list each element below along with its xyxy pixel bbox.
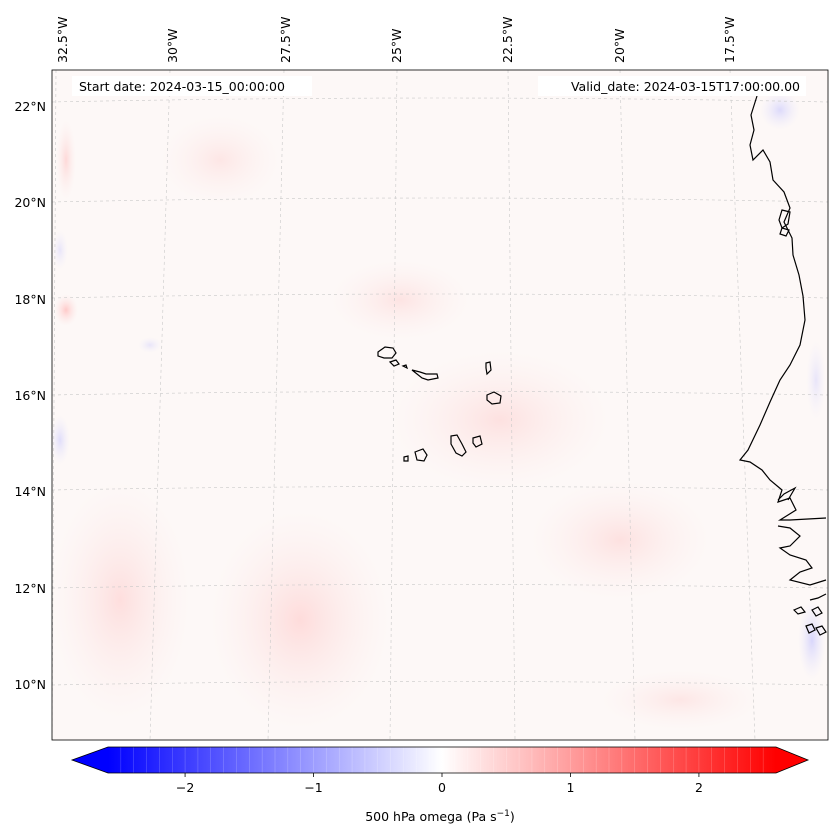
lat-label-22: 22°N [14,99,46,114]
gridline-lat-22 [52,97,828,103]
lon-label-30: 30°W [165,28,180,63]
longitude-labels: 32.5°W 30°W 27.5°W 25°W 22.5°W 20°W 17.5… [55,17,737,63]
island-maio [472,435,483,448]
gridline-lat-10 [52,681,828,686]
gridline-lat-12 [52,584,828,589]
island-fogo [414,448,428,462]
colorbar-gradient [108,747,776,773]
valid-date-box [538,76,806,96]
island-brava [403,455,409,462]
colorbar: −2 −1 0 1 2 500 hPa omega (Pa s−1) [70,746,810,824]
coastline-canary-edge [778,209,791,229]
island-santo-antao [377,346,397,359]
map-frame [51,69,829,741]
island-santa-luzia [401,364,409,370]
africa-coastline [738,95,827,636]
colorbar-title-sup: −1 [497,809,510,819]
colorbar-tick-label: 1 [566,780,574,795]
omega-field-patterns [52,90,826,730]
gridline-lon-30 [149,70,171,740]
coastline-bijagos-a [792,606,807,615]
gridline-lat-20 [52,197,828,203]
colorbar-tick-label: 0 [438,780,446,795]
map-gridlines [52,70,828,740]
lat-label-16: 16°N [14,388,46,403]
colorbar-title-main: 500 hPa omega (Pa s [365,809,496,824]
gridline-lon-20 [619,70,636,740]
gridline-lat-16 [52,391,828,396]
colorbar-tick-label: −1 [304,780,322,795]
lat-label-10: 10°N [14,677,46,692]
cape-verde-islands [377,346,502,462]
gridline-lon-25 [389,70,398,740]
lat-label-12: 12°N [14,581,46,596]
start-date-text: Start date: 2024-03-15_00:00:00 [79,79,285,94]
coastline-bijagos-d [815,625,827,636]
coastline-gambia-south [777,486,797,501]
lon-label-25: 25°W [389,28,404,63]
island-boa-vista [486,391,502,405]
island-santiago [450,434,467,457]
lon-label-32-5: 32.5°W [55,17,70,63]
latitude-labels: 22°N 20°N 18°N 16°N 14°N 12°N 10°N [14,99,46,692]
coastline-bijagos-b [811,606,823,617]
gridline-lon-17-5 [729,70,756,740]
island-sao-nicolau [411,369,439,381]
colorbar-max-extend [776,747,808,773]
gridline-lon-27-5 [267,70,285,740]
colorbar-outline [70,746,810,774]
valid-date-text: Valid_date: 2024-03-15T17:00:00.00 [571,79,800,94]
colorbar-min-extend [72,747,108,773]
lat-label-14: 14°N [14,484,46,499]
coastline-guinea-bissau [777,525,827,586]
lon-label-27-5: 27.5°W [278,17,293,63]
gridline-lon-22-5 [507,70,516,740]
coastline-bijagos-c [805,623,816,634]
colorbar-bands [120,747,764,773]
lon-label-20: 20°W [612,28,627,63]
coastline-nouadhibou [779,227,790,237]
coastline-guinea [809,593,827,601]
lon-label-17-5: 17.5°W [722,17,737,63]
colorbar-title: 500 hPa omega (Pa s−1) [365,809,515,824]
lon-label-22-5: 22.5°W [500,17,515,63]
colorbar-ticks: −2 −1 0 1 2 [176,773,703,795]
gridline-lat-18 [52,293,828,299]
lat-label-18: 18°N [14,292,46,307]
colorbar-tick-label: 2 [695,780,703,795]
island-sal [485,361,492,376]
start-date-box [72,76,312,96]
gridline-lat-14 [52,486,828,491]
map-panel: Start date: 2024-03-15_00:00:00 Valid_da… [52,70,828,740]
lat-label-20: 20°N [14,195,46,210]
colorbar-tick-label: −2 [176,780,194,795]
gridline-lon-32-5 [52,70,57,740]
colorbar-title-end: ) [510,809,515,824]
island-sao-vicente [388,359,400,367]
